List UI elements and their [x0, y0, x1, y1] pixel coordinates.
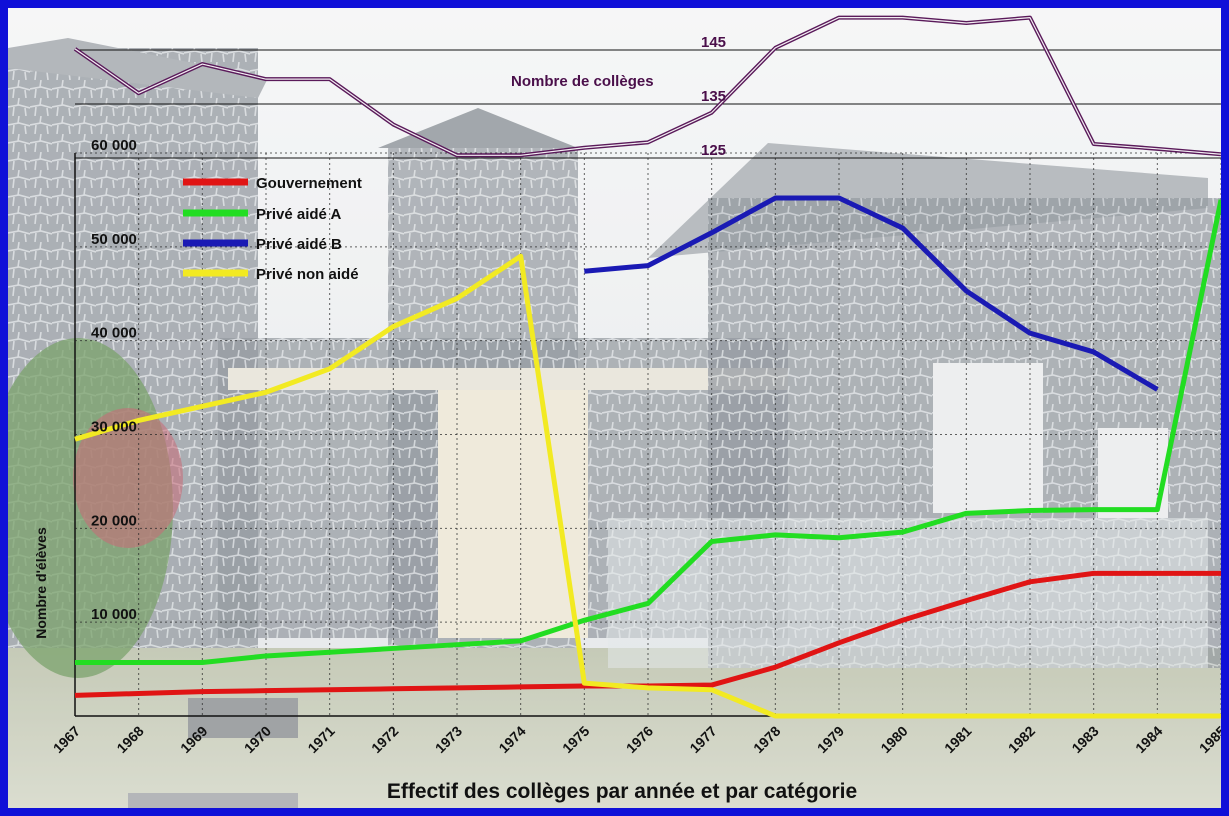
colleges-grid-lines: [75, 49, 1221, 159]
school-photo-background: [8, 8, 1221, 808]
y-tick-label: 10 000: [91, 606, 137, 623]
x-tick-label: 1978: [750, 723, 783, 756]
colleges-tick-label: 125: [701, 142, 726, 159]
x-tick-label: 1985: [1196, 723, 1221, 756]
x-tick-label: 1974: [495, 723, 528, 756]
colleges-tick-labels: 125 135 145: [701, 34, 726, 159]
y-tick-label: 30 000: [91, 419, 137, 436]
legend-label-prive-aide-b: Privé aidé B: [256, 236, 342, 253]
x-tick-label: 1979: [814, 723, 847, 756]
grid-lines: [75, 152, 1221, 716]
series-line-prive-non-aide: [74, 253, 1221, 719]
series-layer: [74, 195, 1221, 719]
x-tick-label: 1970: [241, 723, 274, 756]
x-tick-labels: 1967 1968 1969 1970 1971 1972 1973 1974 1975 1976…: [50, 723, 1221, 756]
series-line-prive-aide-b: [584, 195, 1159, 392]
x-tick-label: 1971: [304, 723, 337, 756]
colleges-series-layer: [73, 15, 1221, 158]
enrollment-chart: 10 000 20 000 30 000 40 000 50 000 60 000 125…: [33, 15, 1221, 803]
x-tick-label: 1977: [686, 723, 719, 756]
x-tick-label: 1973: [432, 723, 465, 756]
x-tick-label: 1975: [559, 723, 592, 756]
legend-label-prive-aide-a: Privé aidé A: [256, 206, 341, 223]
y-axis-label: Nombre d'élèves: [33, 527, 49, 639]
colleges-series-title: Nombre de collèges: [511, 73, 654, 90]
y-tick-label: 50 000: [91, 231, 137, 248]
legend: Gouvernement Privé aidé A Privé aidé B P…: [183, 175, 362, 283]
colleges-tick-label: 145: [701, 34, 726, 51]
y-tick-label: 20 000: [91, 512, 137, 529]
x-tick-label: 1981: [941, 723, 974, 756]
legend-label-prive-non-aide: Privé non aidé: [256, 266, 359, 283]
x-tick-label: 1976: [623, 723, 656, 756]
x-tick-label: 1969: [177, 723, 210, 756]
chart-title: Effectif des collèges par année et par c…: [387, 780, 857, 803]
x-tick-label: 1967: [50, 723, 83, 756]
x-tick-label: 1972: [368, 723, 401, 756]
x-tick-label: 1968: [113, 723, 146, 756]
x-tick-label: 1984: [1132, 723, 1165, 756]
legend-label-gouvernement: Gouvernement: [256, 175, 362, 192]
x-tick-label: 1982: [1005, 723, 1038, 756]
y-tick-labels: 10 000 20 000 30 000 40 000 50 000 60 000: [91, 137, 137, 623]
x-tick-label: 1983: [1068, 723, 1101, 756]
y-tick-label: 40 000: [91, 325, 137, 342]
colleges-tick-label: 135: [701, 88, 726, 105]
y-tick-label: 60 000: [91, 137, 137, 154]
x-tick-label: 1980: [877, 723, 910, 756]
